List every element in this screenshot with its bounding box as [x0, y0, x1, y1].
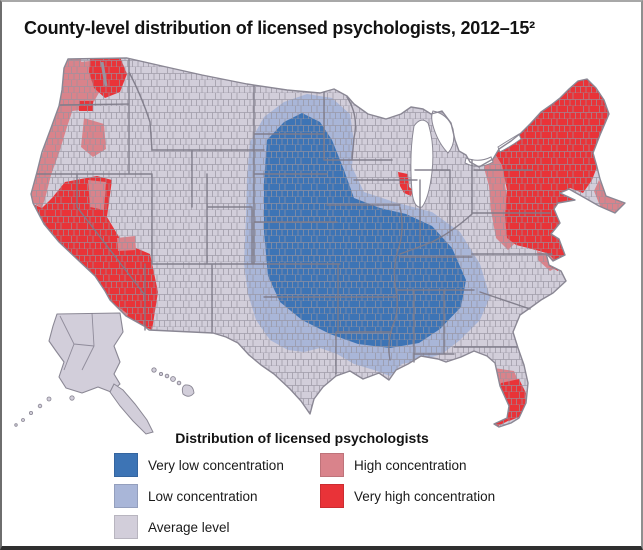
legend-swatch-average	[114, 515, 138, 539]
state-borders	[36, 58, 553, 375]
legend-column-right: High concentration Very high concentrati…	[320, 453, 495, 515]
legend-swatch-very-low	[114, 453, 138, 477]
legend-swatch-low	[114, 484, 138, 508]
legend-item-low: Low concentration	[114, 484, 284, 508]
hawaii-inset	[151, 367, 195, 397]
legend-swatch-very-high	[320, 484, 344, 508]
page-title: County-level distribution of licensed ps…	[24, 18, 535, 38]
legend-label: Very low concentration	[148, 457, 284, 473]
legend-label: Very high concentration	[354, 488, 496, 504]
aleutian-islands	[14, 395, 75, 427]
legend: Distribution of licensed psychologists V…	[102, 426, 572, 544]
legend-item-average: Average level	[114, 515, 284, 539]
alaska-inset	[14, 312, 154, 435]
legend-item-very-low: Very low concentration	[114, 453, 284, 477]
legend-label: Low concentration	[148, 488, 258, 504]
lake-ontario	[497, 133, 522, 153]
legend-column-left: Very low concentration Low concentration…	[114, 453, 284, 546]
legend-swatch-high	[320, 453, 344, 477]
legend-item-very-high: Very high concentration	[320, 484, 495, 508]
legend-label: Average level	[148, 519, 230, 535]
legend-label: High concentration	[354, 457, 467, 473]
legend-item-high: High concentration	[320, 453, 495, 477]
alaska-borough-lines	[59, 312, 95, 371]
legend-heading: Distribution of licensed psychologists	[175, 430, 429, 446]
